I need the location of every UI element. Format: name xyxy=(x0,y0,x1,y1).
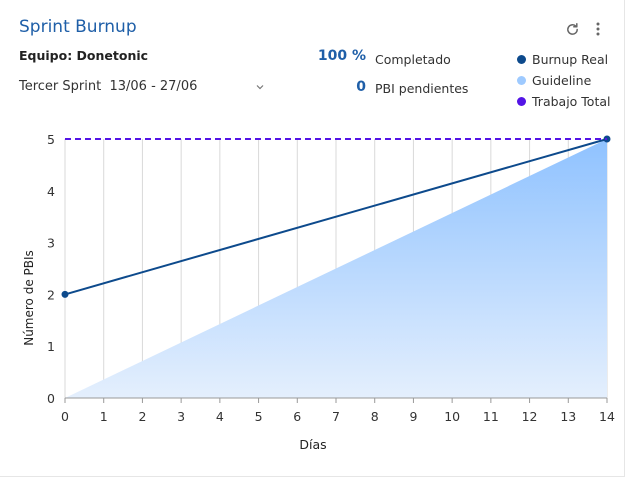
y-axis-label: Número de PBIs xyxy=(22,250,36,346)
refresh-icon[interactable] xyxy=(563,20,581,38)
x-tick-label: 2 xyxy=(138,409,146,424)
x-tick-label: 7 xyxy=(332,409,340,424)
legend-dot xyxy=(517,97,526,106)
x-tick-label: 11 xyxy=(483,409,499,424)
sprint-select-value: Tercer Sprint 13/06 - 27/06 xyxy=(19,79,198,94)
legend-item-guideline[interactable]: Guideline xyxy=(517,70,610,91)
legend-label: Guideline xyxy=(532,73,592,88)
x-tick-label: 10 xyxy=(444,409,460,424)
completed-value: 100 % xyxy=(317,48,366,64)
team-label: Equipo: Donetonic xyxy=(19,48,149,63)
x-tick-label: 6 xyxy=(293,409,301,424)
chart-legend: Burnup Real Guideline Trabajo Total xyxy=(517,49,610,112)
legend-dot xyxy=(517,55,526,64)
x-tick-label: 3 xyxy=(177,409,185,424)
more-vertical-icon[interactable] xyxy=(589,20,607,38)
y-tick-label: 2 xyxy=(47,287,55,302)
legend-label: Burnup Real xyxy=(532,52,609,67)
x-tick-label: 14 xyxy=(599,409,615,424)
legend-dot xyxy=(517,76,526,85)
legend-label: Trabajo Total xyxy=(532,94,611,109)
y-tick-label: 5 xyxy=(47,132,55,147)
burnup-point xyxy=(61,290,69,298)
x-tick-label: 13 xyxy=(560,409,576,424)
y-tick-label: 3 xyxy=(47,236,55,251)
pending-value: 0 xyxy=(356,79,366,95)
card-title: Sprint Burnup xyxy=(19,17,137,37)
x-tick-label: 4 xyxy=(216,409,224,424)
guideline-area xyxy=(65,139,607,398)
y-tick-label: 1 xyxy=(47,339,55,354)
completed-label: Completado xyxy=(375,52,451,67)
x-tick-label: 0 xyxy=(61,409,69,424)
legend-item-burnup[interactable]: Burnup Real xyxy=(517,49,610,70)
chevron-down-icon xyxy=(255,81,265,96)
y-tick-label: 4 xyxy=(47,184,55,199)
x-tick-label: 9 xyxy=(409,409,417,424)
sprint-select[interactable]: Tercer Sprint 13/06 - 27/06 xyxy=(19,79,265,97)
x-axis-label: Días xyxy=(299,437,326,452)
x-tick-label: 12 xyxy=(522,409,538,424)
pending-label: PBI pendientes xyxy=(375,81,469,96)
legend-item-total[interactable]: Trabajo Total xyxy=(517,91,610,112)
burnup-line xyxy=(64,138,608,296)
x-tick-label: 1 xyxy=(100,409,108,424)
y-tick-label: 0 xyxy=(47,391,55,406)
x-tick-label: 5 xyxy=(255,409,263,424)
x-tick-label: 8 xyxy=(371,409,379,424)
